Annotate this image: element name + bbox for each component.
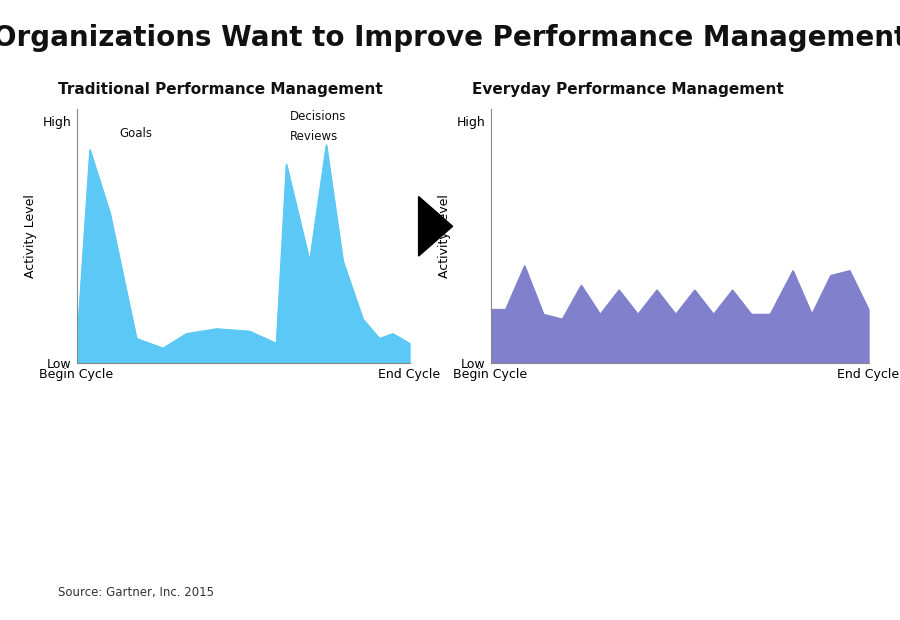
Text: Organizations Want to Improve Performance Management: Organizations Want to Improve Performanc… [0, 24, 900, 51]
Text: Decisions: Decisions [290, 110, 346, 123]
Text: ○  Integrated with work: ○ Integrated with work [496, 492, 662, 506]
Text: ○  Focus on process not people: ○ Focus on process not people [80, 419, 299, 433]
Y-axis label: Activity Level: Activity Level [438, 193, 451, 278]
Text: ○  Informal and ongoing: ○ Informal and ongoing [496, 456, 666, 471]
Text: ○  Up to 39% impact on performance: ○ Up to 39% impact on performance [496, 533, 757, 546]
Text: Traditional Performance Management: Traditional Performance Management [58, 82, 383, 97]
Text: Goals: Goals [120, 128, 153, 140]
Y-axis label: Activity Level: Activity Level [24, 193, 37, 278]
Text: ○  3-5% impact on performance: ○ 3-5% impact on performance [80, 533, 304, 546]
Text: Source: Gartner, Inc. 2015: Source: Gartner, Inc. 2015 [58, 586, 214, 599]
Polygon shape [418, 197, 453, 256]
Text: Reviews: Reviews [290, 130, 338, 143]
Text: Everyday Performance Management: Everyday Performance Management [472, 82, 784, 97]
Text: ○  Separate from work: ○ Separate from work [80, 492, 239, 506]
Text: ○  Formal and event-driven: ○ Formal and event-driven [80, 456, 272, 471]
Text: ○  Focus on people not process: ○ Focus on people not process [496, 419, 715, 433]
